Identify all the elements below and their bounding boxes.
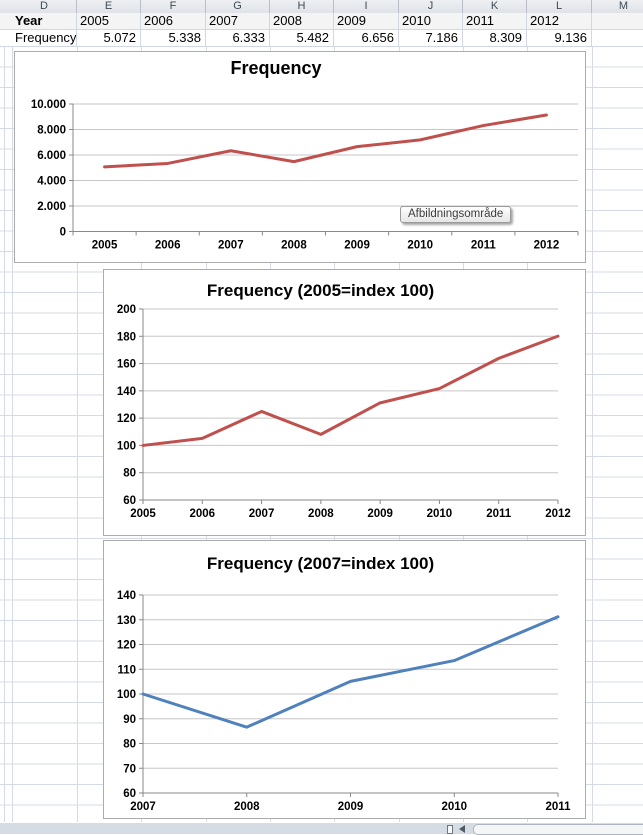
svg-text:2009: 2009: [338, 801, 364, 813]
svg-text:2011: 2011: [546, 801, 572, 813]
frequency-row: Frequency 5.072 5.338 6.333 5.482 6.656 7.186 8…: [0, 30, 643, 47]
cell-value[interactable]: 2010: [399, 13, 463, 29]
svg-text:60: 60: [123, 495, 136, 507]
svg-text:2007: 2007: [249, 508, 275, 520]
svg-text:2011: 2011: [486, 508, 512, 520]
chart-title: Frequency: [230, 58, 322, 78]
svg-text:2006: 2006: [189, 508, 215, 520]
svg-text:130: 130: [117, 615, 136, 627]
svg-text:2011: 2011: [471, 240, 497, 252]
svg-text:2007: 2007: [218, 240, 244, 252]
cell-value[interactable]: 2008: [270, 13, 334, 29]
sheet-column-line: [12, 47, 13, 822]
plot-area-tooltip: Afbildningsområde: [400, 206, 512, 223]
column-header-J[interactable]: J: [399, 0, 463, 13]
svg-text:2012: 2012: [534, 240, 560, 252]
cell-value[interactable]: 2011: [463, 13, 527, 29]
svg-text:2010: 2010: [427, 508, 453, 520]
svg-text:200: 200: [117, 304, 136, 316]
cell-row-label[interactable]: Year: [12, 13, 77, 29]
cell-value[interactable]: 2007: [206, 13, 270, 29]
cell-value[interactable]: 6.333: [206, 30, 270, 46]
svg-text:110: 110: [117, 664, 136, 676]
horizontal-scrollbar-area: [0, 822, 643, 835]
svg-text:2009: 2009: [367, 508, 393, 520]
column-header-H[interactable]: H: [270, 0, 334, 13]
svg-text:2008: 2008: [281, 240, 307, 252]
svg-text:2007: 2007: [130, 801, 156, 813]
svg-text:2012: 2012: [545, 508, 571, 520]
tab-split-handle-icon[interactable]: [447, 825, 453, 834]
svg-text:2.000: 2.000: [37, 201, 66, 213]
svg-text:2008: 2008: [234, 801, 260, 813]
svg-text:2009: 2009: [344, 240, 370, 252]
chart-index-2005[interactable]: Frequency (2005=index 100) 60 80 100 120 140…: [103, 269, 586, 536]
svg-text:2006: 2006: [155, 240, 181, 252]
column-header-F[interactable]: F: [141, 0, 206, 13]
svg-text:120: 120: [117, 640, 136, 652]
svg-text:2010: 2010: [441, 801, 467, 813]
svg-text:6.000: 6.000: [37, 150, 66, 162]
cell-value[interactable]: 2005: [77, 13, 141, 29]
chart-title: Frequency (2007=index 100): [206, 554, 435, 573]
chart-index-2005-plot: 60 80 100 120 140 160 180 200 2005 2006 2007 2008 20…: [117, 304, 571, 520]
svg-text:140: 140: [117, 386, 136, 398]
column-header-L[interactable]: L: [527, 0, 592, 13]
cell-value[interactable]: 5.338: [141, 30, 206, 46]
column-header-D[interactable]: D: [12, 0, 77, 13]
svg-text:180: 180: [117, 331, 136, 343]
cell-value[interactable]: 8.309: [463, 30, 527, 46]
cell-value[interactable]: 6.656: [334, 30, 399, 46]
svg-text:10.000: 10.000: [31, 99, 66, 111]
svg-text:70: 70: [123, 763, 136, 775]
svg-text:90: 90: [123, 714, 136, 726]
year-row: Year 2005 2006 2007 2008 2009 2010 2011 2012: [0, 13, 643, 30]
cell-value[interactable]: 5.482: [270, 30, 334, 46]
svg-text:80: 80: [123, 739, 136, 751]
cell-value[interactable]: 5.072: [77, 30, 141, 46]
svg-text:100: 100: [117, 440, 136, 452]
svg-text:2005: 2005: [92, 240, 118, 252]
chart-frequency[interactable]: Frequency 0 2.000 4.000 6.000 8.000 10.000 200…: [14, 51, 586, 263]
svg-text:140: 140: [117, 590, 136, 602]
svg-text:2008: 2008: [308, 508, 334, 520]
svg-text:8.000: 8.000: [37, 125, 66, 137]
svg-text:4.000: 4.000: [37, 176, 66, 188]
cell-value[interactable]: 2012: [527, 13, 592, 29]
chart-index-2007-plot: 60 70 80 90 100 110 120 130 140 2007 2008 2009 2010 2…: [117, 590, 572, 813]
column-header-E[interactable]: E: [77, 0, 141, 13]
svg-text:0: 0: [60, 227, 66, 239]
chart-title: Frequency (2005=index 100): [206, 281, 435, 300]
horizontal-scrollbar-track[interactable]: [473, 824, 643, 835]
sheet-column-line: [4, 47, 5, 822]
column-header-I[interactable]: I: [334, 0, 399, 13]
svg-text:100: 100: [117, 689, 136, 701]
cell-value[interactable]: 2009: [334, 13, 399, 29]
svg-text:60: 60: [123, 788, 136, 800]
sheet-column-line: [77, 47, 78, 822]
svg-text:120: 120: [117, 413, 136, 425]
chart-index-2007[interactable]: Frequency (2007=index 100) 60 70 80 90 100 11…: [103, 540, 586, 819]
column-header-M[interactable]: M: [592, 0, 643, 13]
cell-value[interactable]: 9.136: [527, 30, 592, 46]
cell-value[interactable]: 2006: [141, 13, 206, 29]
column-header-K[interactable]: K: [463, 0, 527, 13]
svg-text:2005: 2005: [130, 508, 156, 520]
column-header-G[interactable]: G: [206, 0, 270, 13]
svg-text:160: 160: [117, 359, 136, 371]
svg-text:2010: 2010: [407, 240, 433, 252]
cell-value[interactable]: 7.186: [399, 30, 463, 46]
svg-text:80: 80: [123, 468, 136, 480]
chart-frequency-plot: 0 2.000 4.000 6.000 8.000 10.000 2005 2006 2007 2…: [31, 99, 579, 252]
scroll-left-arrow-icon[interactable]: [459, 825, 465, 833]
sheet-column-line: [592, 47, 593, 822]
cell-row-label[interactable]: Frequency: [12, 30, 77, 46]
